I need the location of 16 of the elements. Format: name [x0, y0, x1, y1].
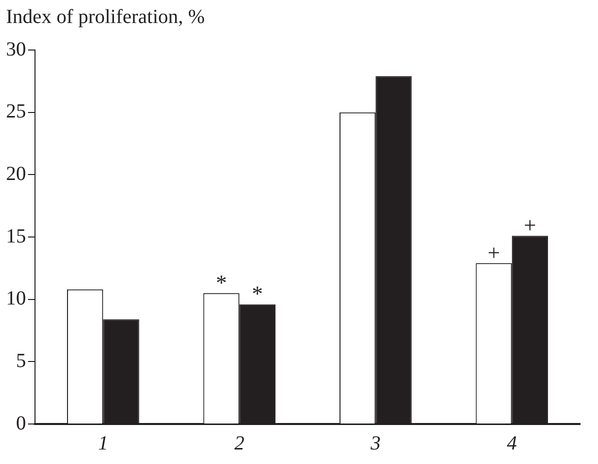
x-tick-label: 1 [98, 432, 108, 454]
y-axis-title: Index of proliferation, % [6, 6, 205, 29]
y-tick-label: 20 [6, 162, 26, 185]
x-tick-label: 3 [370, 432, 381, 454]
y-tick-label: 25 [6, 100, 26, 123]
y-tick-label: 0 [16, 412, 26, 434]
y-tick-label: 5 [16, 350, 26, 372]
y-tick-label: 15 [6, 225, 26, 248]
x-tick-label: 2 [234, 432, 244, 454]
annotation: + [524, 212, 536, 238]
annotation: * [216, 270, 227, 295]
x-tick-label: 4 [506, 432, 517, 454]
y-tick-label: 30 [6, 38, 26, 60]
y-tick-label: 10 [6, 288, 26, 310]
annotation: * [252, 281, 263, 306]
annotation: + [488, 240, 500, 265]
